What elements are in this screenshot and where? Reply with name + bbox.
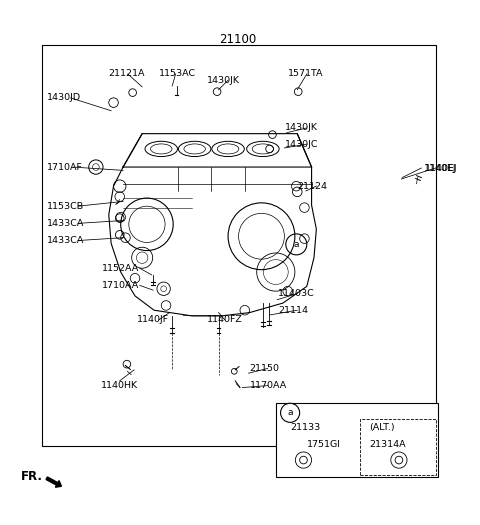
Text: 1140EJ: 1140EJ xyxy=(424,163,456,173)
Text: 1571TA: 1571TA xyxy=(288,69,323,79)
Text: 21150: 21150 xyxy=(250,364,279,373)
Text: 1152AA: 1152AA xyxy=(102,264,139,272)
Text: 1140JF: 1140JF xyxy=(137,316,169,324)
Text: 1153CB: 1153CB xyxy=(47,202,84,211)
Text: 1430JK: 1430JK xyxy=(206,76,240,85)
Text: 1140FZ: 1140FZ xyxy=(206,316,242,324)
Text: 11403C: 11403C xyxy=(278,289,315,298)
Text: 21133: 21133 xyxy=(290,423,320,432)
Circle shape xyxy=(300,456,307,464)
Text: 1140EJ: 1140EJ xyxy=(425,163,457,173)
Circle shape xyxy=(295,452,312,468)
Text: 1140HK: 1140HK xyxy=(101,381,138,390)
Text: 1153AC: 1153AC xyxy=(159,69,196,79)
Text: a: a xyxy=(294,240,299,249)
Text: 1430JK: 1430JK xyxy=(285,123,318,132)
Text: 1430JD: 1430JD xyxy=(47,93,81,102)
Text: 1433CA: 1433CA xyxy=(47,219,84,228)
Text: 21314A: 21314A xyxy=(369,440,406,449)
Text: 1710AA: 1710AA xyxy=(102,281,139,290)
Text: 21121A: 21121A xyxy=(109,69,145,79)
Text: 1710AF: 1710AF xyxy=(47,163,83,172)
Circle shape xyxy=(391,452,407,468)
Bar xyxy=(276,403,438,477)
Text: 1751GI: 1751GI xyxy=(307,440,341,449)
Text: (ALT.): (ALT.) xyxy=(369,423,395,432)
FancyArrow shape xyxy=(46,477,61,487)
Text: 1170AA: 1170AA xyxy=(250,381,287,390)
Circle shape xyxy=(395,456,403,464)
Text: FR.: FR. xyxy=(21,470,42,483)
Bar xyxy=(42,45,436,446)
Text: 1430JC: 1430JC xyxy=(285,140,319,149)
Circle shape xyxy=(281,403,300,423)
Text: 1433CA: 1433CA xyxy=(47,236,84,245)
Bar xyxy=(360,419,436,475)
Text: 21100: 21100 xyxy=(219,33,256,46)
Text: 21114: 21114 xyxy=(278,306,308,314)
Text: a: a xyxy=(288,408,293,417)
Text: 21124: 21124 xyxy=(297,182,327,191)
